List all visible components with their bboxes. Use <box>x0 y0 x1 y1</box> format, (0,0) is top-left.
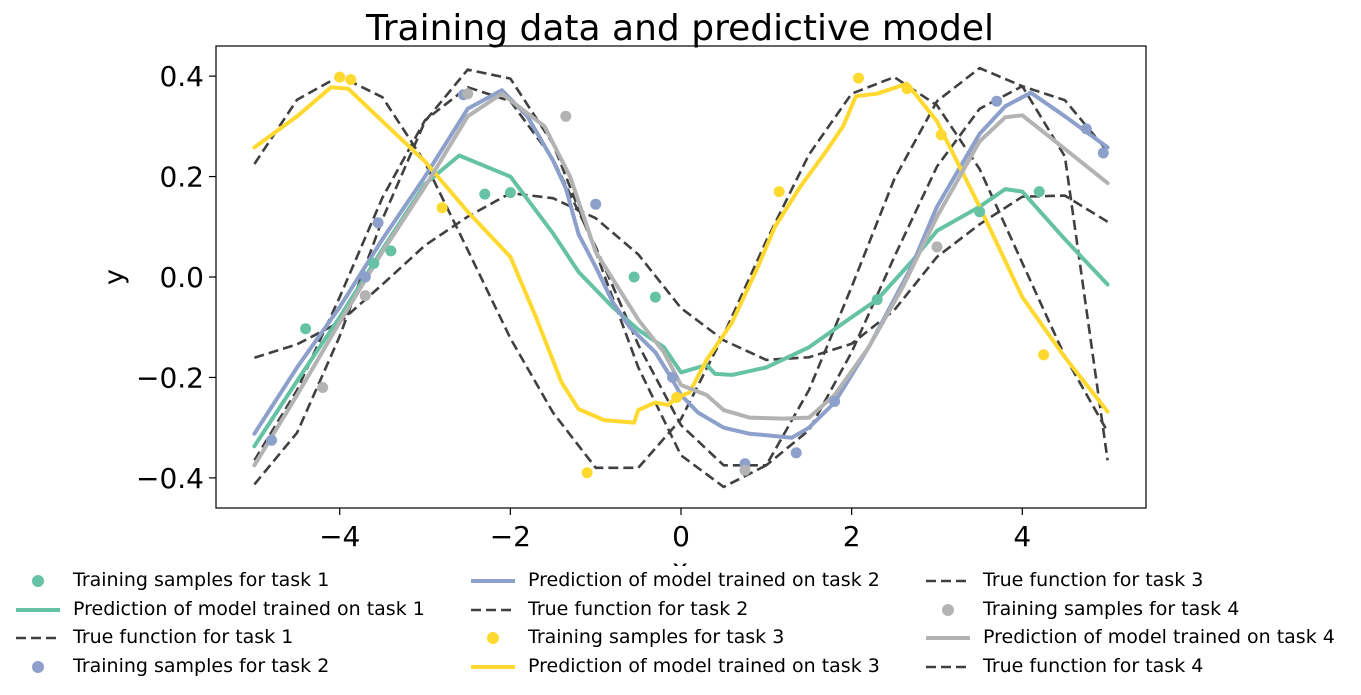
legend-swatch <box>32 575 44 587</box>
sample-point-task-1 <box>871 294 883 306</box>
sample-point-task-2 <box>991 95 1003 107</box>
sample-point-task-4 <box>931 241 943 253</box>
sample-point-task-3 <box>436 202 448 214</box>
sample-point-task-2 <box>667 371 678 383</box>
sample-point-task-4 <box>462 88 474 100</box>
sample-point-task-4 <box>317 382 329 393</box>
sample-point-task-3 <box>853 72 864 84</box>
sample-point-task-1 <box>974 206 986 218</box>
legend-label: True function for task 3 <box>983 569 1204 591</box>
y-tick-label: −0.2 <box>136 361 204 394</box>
legend-label: Training samples for task 3 <box>528 626 785 648</box>
sample-point-task-3 <box>1038 349 1050 361</box>
sample-point-task-3 <box>773 186 785 198</box>
prediction-line-task-4 <box>252 91 1110 468</box>
legend-label: Prediction of model trained on task 3 <box>528 654 880 677</box>
legend-swatch <box>487 632 499 644</box>
legend: Training samples for task 1 Prediction of… <box>0 566 1361 695</box>
true-function-line-task-2 <box>253 84 1109 467</box>
x-axis: −4 −2 0 2 4 <box>319 508 1031 553</box>
x-tick-label: −4 <box>319 520 360 553</box>
sample-point-task-1 <box>649 291 661 303</box>
legend-label: Training samples for task 4 <box>983 597 1240 620</box>
legend-label: Prediction of model trained on task 4 <box>983 626 1335 648</box>
sample-point-task-2 <box>372 217 384 229</box>
x-tick-label: 4 <box>1013 520 1031 553</box>
sample-point-task-2 <box>790 447 802 459</box>
true-function-line-task-4 <box>253 66 1109 489</box>
legend-swatch <box>471 664 515 669</box>
legend-label: Prediction of model trained on task 1 <box>73 597 425 620</box>
sample-point-task-3 <box>581 467 593 479</box>
x-tick-label: −2 <box>490 520 531 553</box>
y-tick-label: 0.4 <box>159 60 204 93</box>
sample-point-task-1 <box>1033 186 1045 198</box>
legend-label: Training samples for task 1 <box>73 569 330 591</box>
sample-point-task-2 <box>266 434 277 446</box>
true-function-line-task-3 <box>253 74 1109 470</box>
x-tick-label: 0 <box>672 520 690 553</box>
sample-point-task-1 <box>385 245 397 257</box>
sample-point-task-1 <box>368 257 380 269</box>
y-tick-label: 0.2 <box>159 161 204 194</box>
true-function-line-task-1 <box>254 191 1109 362</box>
sample-point-task-3 <box>901 83 913 95</box>
sample-point-task-1 <box>504 187 516 199</box>
legend-label: Training samples for task 2 <box>73 654 330 677</box>
sample-point-task-3 <box>345 74 357 86</box>
legend-label: True function for task 1 <box>73 626 294 648</box>
sample-point-task-3 <box>671 392 683 403</box>
legend-swatch <box>471 608 515 611</box>
legend-label: True function for task 2 <box>528 597 749 620</box>
prediction-line-task-2 <box>252 88 1110 440</box>
sample-point-task-2 <box>590 198 602 210</box>
x-tick-label: 2 <box>843 520 861 553</box>
plot-area <box>252 66 1110 489</box>
chart-title: Training data and predictive model <box>365 8 994 49</box>
sample-point-task-2 <box>359 271 371 283</box>
sample-point-task-4 <box>359 290 371 302</box>
sample-point-task-4 <box>739 464 751 476</box>
sample-point-task-3 <box>935 129 947 141</box>
x-axis-label: x <box>672 554 688 566</box>
legend-swatch <box>16 636 60 640</box>
legend-label: Prediction of model trained on task 2 <box>528 569 880 591</box>
sample-point-task-4 <box>560 110 572 122</box>
legend-swatch <box>926 579 970 583</box>
y-axis-label: y <box>99 269 130 285</box>
sample-point-task-1 <box>628 271 640 283</box>
sample-point-task-2 <box>1080 123 1092 135</box>
legend-label: True function for task 4 <box>983 654 1204 677</box>
legend-swatch <box>926 665 970 668</box>
y-tick-label: −0.4 <box>136 462 204 495</box>
sample-point-task-3 <box>334 71 346 83</box>
legend-swatch <box>471 579 515 583</box>
legend-swatch <box>16 607 60 612</box>
sample-point-task-2 <box>829 396 841 407</box>
sample-point-task-2 <box>1097 147 1109 159</box>
legend-swatch <box>32 660 44 673</box>
legend-swatch <box>942 603 954 616</box>
y-tick-label: 0.0 <box>159 261 204 294</box>
sample-point-task-1 <box>300 323 312 335</box>
sample-point-task-1 <box>479 188 491 200</box>
y-axis: 0.4 0.2 0.0 −0.2 −0.4 <box>136 60 216 495</box>
chart: Training data and predictive model −4 −2 0… <box>99 8 1147 566</box>
legend-swatch <box>926 636 970 640</box>
